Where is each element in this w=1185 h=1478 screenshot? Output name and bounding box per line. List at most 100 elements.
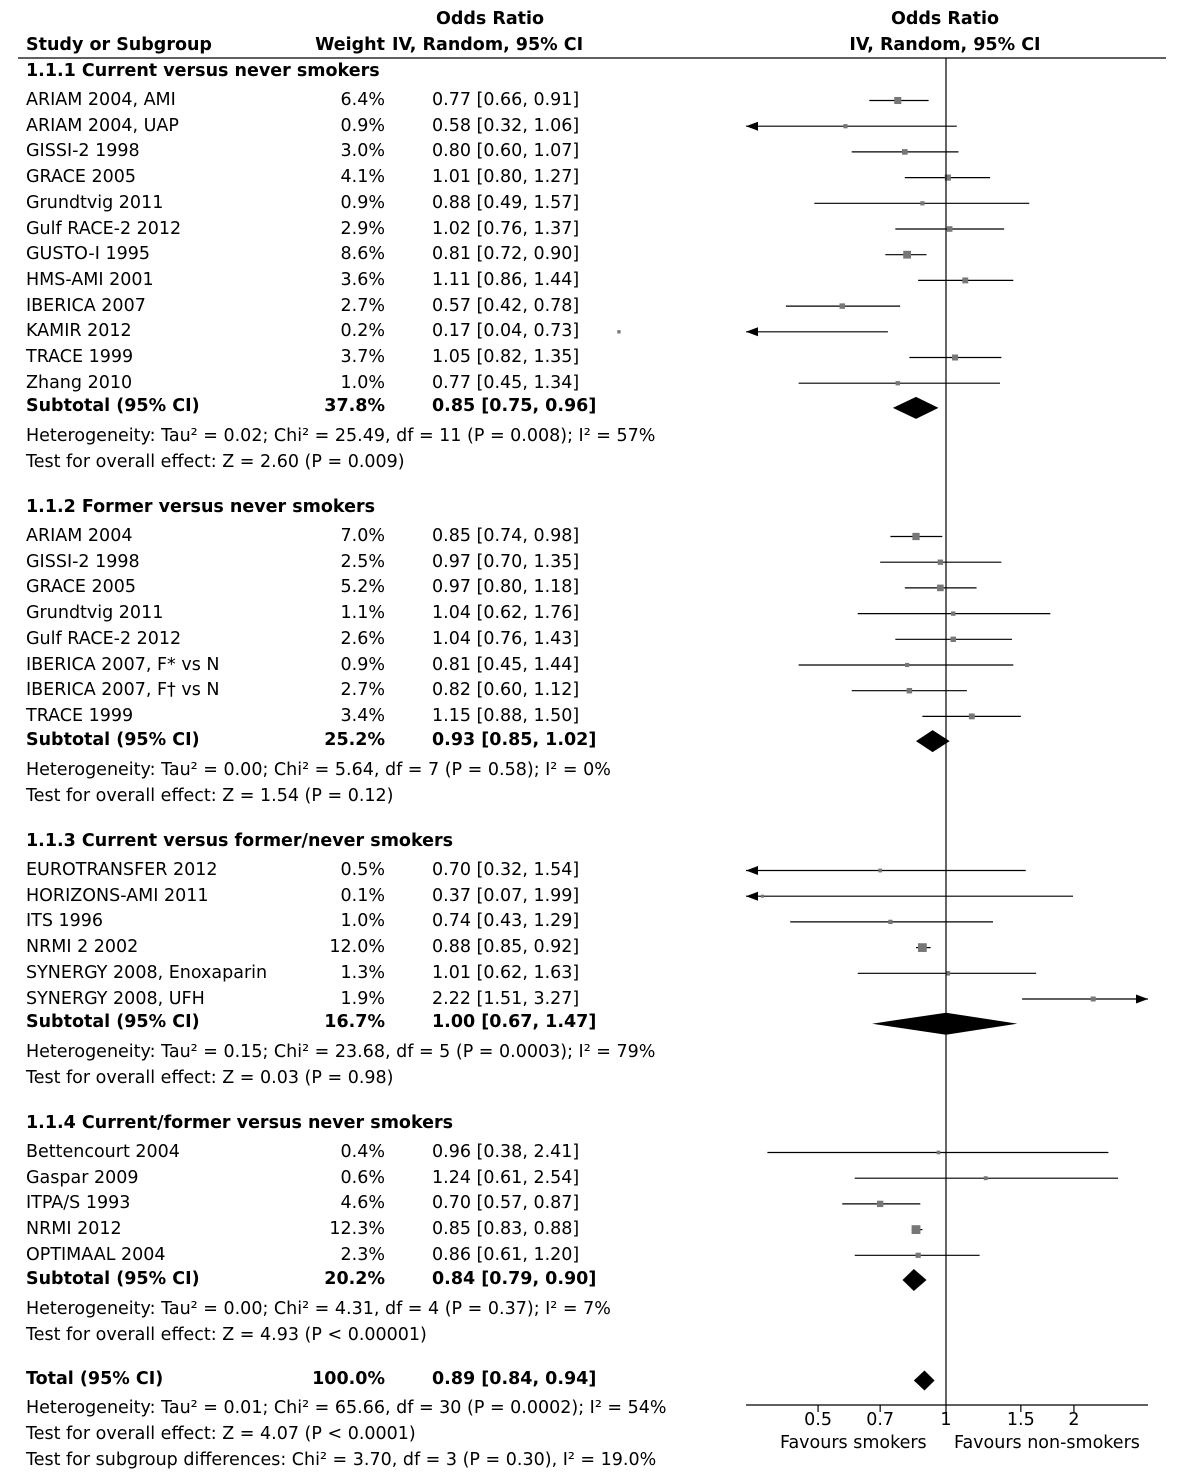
- study-ci: 1.15 [0.88, 1.50]: [432, 705, 580, 726]
- ci-left-arrow: [746, 121, 758, 131]
- total-overall-effect-text: Test for overall effect: Z = 4.07 (P < 0…: [26, 1424, 416, 1444]
- total-label: Total (95% CI): [26, 1369, 164, 1389]
- study-ci: 0.37 [0.07, 1.99]: [432, 885, 580, 906]
- study-ci: 0.77 [0.45, 1.34]: [432, 372, 580, 393]
- point-estimate-square: [944, 174, 951, 181]
- study-ci: 0.58 [0.32, 1.06]: [432, 115, 580, 136]
- study-name: OPTIMAAL 2004: [26, 1244, 166, 1265]
- study-weight: 0.9%: [340, 654, 385, 675]
- study-weight: 4.1%: [340, 167, 385, 188]
- study-ci: 0.74 [0.43, 1.29]: [432, 911, 580, 932]
- ci-left-arrow: [746, 891, 758, 901]
- study-name: ARIAM 2004: [26, 526, 133, 546]
- point-estimate-square: [912, 532, 920, 541]
- study-ci: 1.02 [0.76, 1.37]: [432, 218, 580, 239]
- favours-left-label: Favours smokers: [780, 1433, 927, 1453]
- study-weight: 1.9%: [340, 988, 385, 1009]
- study-name: Bettencourt 2004: [26, 1142, 180, 1162]
- odds-ratio-column-subtitle: IV, Random, 95% CI: [392, 35, 584, 55]
- ci-left-arrow: [746, 327, 758, 337]
- study-weight: 1.1%: [340, 603, 385, 624]
- study-name: HORIZONS-AMI 2011: [26, 885, 209, 906]
- study-ci: 0.82 [0.60, 1.12]: [432, 680, 580, 701]
- overall-effect-text: Test for overall effect: Z = 2.60 (P = 0…: [26, 452, 405, 473]
- study-name: HMS-AMI 2001: [26, 269, 154, 290]
- study-weight: 3.0%: [340, 141, 385, 162]
- subtotal-label: Subtotal (95% CI): [26, 1012, 200, 1033]
- pooled-estimate-diamond: [916, 730, 950, 753]
- study-weight: 4.6%: [340, 1193, 385, 1214]
- study-weight: 8.6%: [340, 244, 385, 265]
- subtotal-weight: 16.7%: [324, 1012, 385, 1033]
- overall-effect-text: Test for overall effect: Z = 4.93 (P < 0…: [26, 1324, 427, 1345]
- study-ci: 0.81 [0.45, 1.44]: [432, 654, 580, 675]
- overall-effect-text: Test for overall effect: Z = 0.03 (P = 0…: [26, 1068, 394, 1089]
- study-ci: 0.77 [0.66, 0.91]: [432, 90, 580, 110]
- study-weight: 7.0%: [340, 526, 385, 546]
- study-ci: 0.57 [0.42, 0.78]: [432, 295, 580, 316]
- x-tick-label: 1.5: [1006, 1410, 1035, 1430]
- subtotal-ci: 0.93 [0.85, 1.02]: [432, 729, 597, 750]
- favours-right-label: Favours non-smokers: [954, 1433, 1140, 1453]
- study-ci: 0.86 [0.61, 1.20]: [432, 1244, 580, 1265]
- study-weight: 0.9%: [340, 115, 385, 136]
- group-title: 1.1.2 Former versus never smokers: [26, 497, 376, 517]
- study-weight: 3.7%: [340, 347, 385, 367]
- study-ci: 0.80 [0.60, 1.07]: [432, 141, 580, 162]
- study-name: EUROTRANSFER 2012: [26, 860, 218, 880]
- study-name: Gulf RACE-2 2012: [26, 628, 182, 649]
- study-name: GUSTO-I 1995: [26, 244, 151, 265]
- point-estimate-square: [911, 1225, 921, 1235]
- plot-column-title: Odds Ratio: [890, 9, 1000, 29]
- study-column-header: Study or Subgroup: [26, 35, 212, 55]
- study-name: ARIAM 2004, UAP: [26, 115, 179, 136]
- study-ci: 1.05 [0.82, 1.35]: [432, 347, 580, 367]
- point-estimate-square: [937, 559, 944, 565]
- study-weight: 1.3%: [340, 962, 385, 983]
- heterogeneity-text: Heterogeneity: Tau² = 0.00; Chi² = 4.31,…: [26, 1298, 611, 1319]
- study-name: IBERICA 2007, F* vs N: [26, 654, 220, 675]
- point-estimate-square: [894, 96, 902, 105]
- study-ci: 0.88 [0.85, 0.92]: [432, 937, 580, 958]
- study-name: IBERICA 2007, F† vs N: [26, 680, 220, 701]
- study-ci: 1.01 [0.62, 1.63]: [432, 962, 580, 983]
- subtotal-weight: 37.8%: [324, 396, 385, 417]
- point-estimate-square: [839, 303, 845, 309]
- study-weight: 1.0%: [340, 911, 385, 932]
- pooled-estimate-diamond: [913, 1370, 935, 1391]
- group-title: 1.1.4 Current/former versus never smoker…: [26, 1113, 454, 1133]
- point-estimate-square: [902, 149, 908, 155]
- point-estimate-square: [920, 201, 925, 206]
- point-estimate-square: [945, 971, 951, 976]
- pooled-estimate-diamond: [892, 396, 939, 419]
- study-name: Gaspar 2009: [26, 1167, 139, 1188]
- study-name: SYNERGY 2008, Enoxaparin: [26, 962, 268, 983]
- study-ci: 1.24 [0.61, 2.54]: [432, 1167, 580, 1188]
- study-name: Zhang 2010: [26, 372, 133, 393]
- pooled-estimate-diamond: [872, 1012, 1018, 1035]
- point-estimate-square: [937, 584, 944, 592]
- study-ci: 1.01 [0.80, 1.27]: [432, 167, 580, 188]
- study-ci: 1.04 [0.62, 1.76]: [432, 603, 580, 624]
- point-estimate-square: [951, 611, 956, 616]
- subtotal-ci: 1.00 [0.67, 1.47]: [432, 1012, 597, 1033]
- point-estimate-square: [950, 636, 956, 643]
- study-weight: 1.0%: [340, 372, 385, 393]
- point-estimate-square: [876, 1200, 884, 1208]
- point-estimate-square: [952, 354, 958, 361]
- study-weight: 0.6%: [340, 1167, 385, 1188]
- point-estimate-square: [918, 943, 927, 952]
- point-estimate-square: [946, 226, 953, 232]
- point-estimate-square: [906, 687, 913, 694]
- x-tick-label: 2: [1068, 1410, 1080, 1430]
- study-weight: 0.4%: [340, 1142, 385, 1162]
- point-estimate-square: [968, 713, 975, 720]
- overall-effect-text: Test for overall effect: Z = 1.54 (P = 0…: [26, 785, 394, 806]
- group-title: 1.1.3 Current versus former/never smoker…: [26, 831, 454, 851]
- study-name: SYNERGY 2008, UFH: [26, 988, 205, 1009]
- study-weight: 0.9%: [340, 192, 385, 213]
- study-weight: 2.7%: [340, 680, 385, 701]
- study-weight: 12.3%: [329, 1219, 385, 1240]
- plot-column-subtitle: IV, Random, 95% CI: [849, 35, 1041, 55]
